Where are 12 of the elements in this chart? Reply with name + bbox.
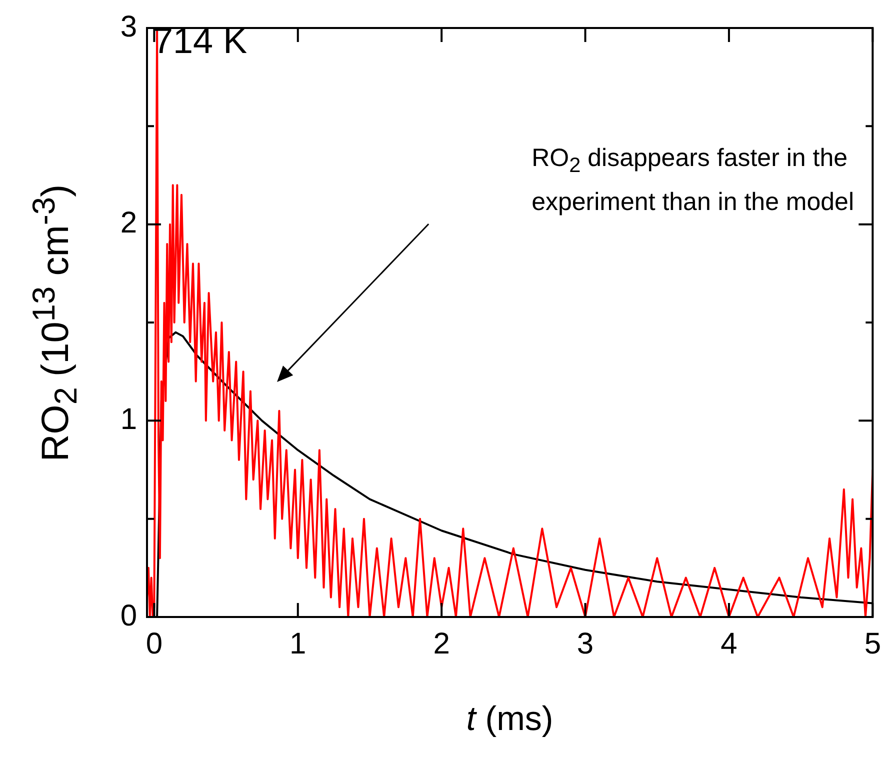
x-tick-label: 4 <box>720 627 738 660</box>
x-tick-label: 1 <box>290 627 306 660</box>
y-tick-label: 1 <box>120 402 137 436</box>
x-tick-label: 3 <box>576 627 594 660</box>
x-tick-label: 2 <box>433 627 450 660</box>
x-axis-title: t (ms) <box>466 700 554 739</box>
y-tick-label: 3 <box>120 10 137 44</box>
y-tick-label: 2 <box>120 206 137 240</box>
annotation: RO$_{2}$ disappears faster in the experiment than in the model <box>532 143 856 218</box>
x-tick-label: 5 <box>864 627 881 660</box>
y-tick-label: 0 <box>120 599 137 632</box>
x-tick-label: 0 <box>146 627 163 660</box>
